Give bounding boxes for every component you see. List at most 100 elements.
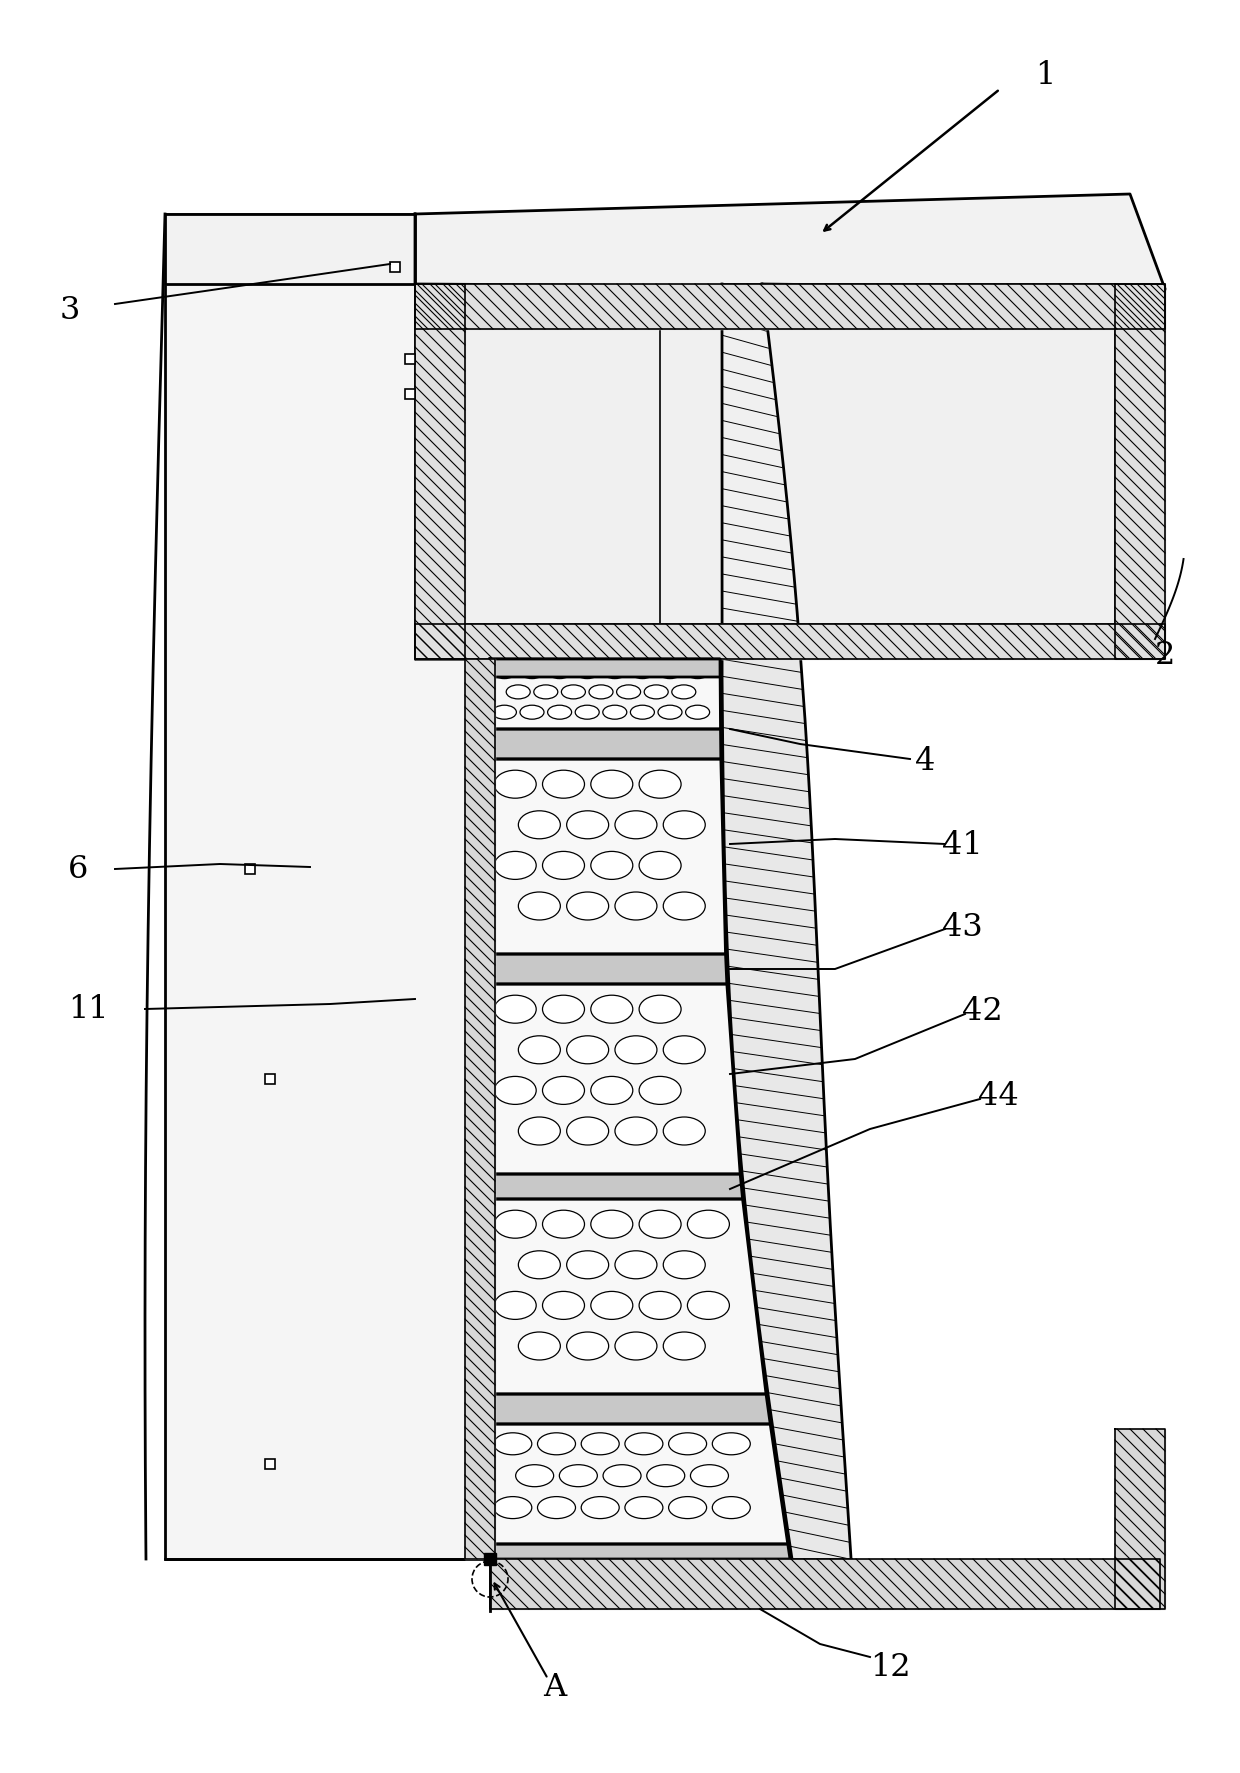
- Ellipse shape: [687, 1293, 729, 1319]
- Ellipse shape: [495, 996, 536, 1023]
- Ellipse shape: [615, 1117, 657, 1145]
- Ellipse shape: [575, 706, 599, 720]
- Polygon shape: [1115, 1429, 1166, 1610]
- Ellipse shape: [495, 771, 536, 800]
- Bar: [391, 262, 401, 273]
- Ellipse shape: [630, 665, 655, 679]
- Ellipse shape: [567, 1332, 609, 1360]
- Ellipse shape: [543, 1076, 584, 1105]
- Ellipse shape: [567, 812, 609, 839]
- Ellipse shape: [494, 1496, 532, 1519]
- Polygon shape: [415, 624, 1166, 660]
- Ellipse shape: [625, 1496, 663, 1519]
- Ellipse shape: [567, 1035, 609, 1064]
- Ellipse shape: [663, 812, 706, 839]
- Ellipse shape: [492, 665, 516, 679]
- Ellipse shape: [663, 1332, 706, 1360]
- Polygon shape: [490, 1544, 790, 1558]
- Ellipse shape: [537, 1433, 575, 1456]
- Ellipse shape: [543, 996, 584, 1023]
- Bar: [405, 390, 415, 399]
- Ellipse shape: [589, 686, 613, 700]
- Polygon shape: [165, 215, 490, 1558]
- Ellipse shape: [639, 851, 681, 879]
- Ellipse shape: [687, 1211, 729, 1239]
- Text: 2: 2: [1154, 638, 1176, 670]
- Polygon shape: [465, 660, 495, 1558]
- Ellipse shape: [582, 1433, 619, 1456]
- Ellipse shape: [494, 1433, 532, 1456]
- Ellipse shape: [590, 1211, 632, 1239]
- Polygon shape: [490, 954, 727, 984]
- Text: A: A: [543, 1672, 567, 1702]
- Polygon shape: [415, 195, 1166, 289]
- Ellipse shape: [562, 686, 585, 700]
- Ellipse shape: [516, 1464, 553, 1488]
- Ellipse shape: [567, 1252, 609, 1278]
- Ellipse shape: [518, 1117, 560, 1145]
- Ellipse shape: [518, 892, 560, 920]
- Ellipse shape: [559, 1464, 598, 1488]
- Polygon shape: [415, 285, 465, 660]
- Polygon shape: [490, 660, 720, 729]
- Ellipse shape: [548, 665, 572, 679]
- Polygon shape: [165, 215, 415, 285]
- Text: 42: 42: [962, 996, 1002, 1027]
- Ellipse shape: [712, 1433, 750, 1456]
- Text: 11: 11: [68, 995, 108, 1025]
- Ellipse shape: [639, 771, 681, 800]
- Ellipse shape: [590, 771, 632, 800]
- Polygon shape: [490, 759, 725, 954]
- Ellipse shape: [647, 1464, 684, 1488]
- Ellipse shape: [663, 892, 706, 920]
- Ellipse shape: [590, 851, 632, 879]
- Polygon shape: [490, 1558, 1159, 1610]
- Text: 6: 6: [68, 855, 88, 885]
- Ellipse shape: [603, 706, 626, 720]
- Ellipse shape: [686, 706, 709, 720]
- Ellipse shape: [663, 1035, 706, 1064]
- Text: 1: 1: [1035, 60, 1055, 90]
- Ellipse shape: [615, 1332, 657, 1360]
- Ellipse shape: [590, 1076, 632, 1105]
- Polygon shape: [1115, 285, 1166, 660]
- Ellipse shape: [615, 892, 657, 920]
- Ellipse shape: [495, 1076, 536, 1105]
- Ellipse shape: [543, 851, 584, 879]
- Text: 12: 12: [869, 1652, 910, 1683]
- Ellipse shape: [645, 686, 668, 700]
- Ellipse shape: [518, 1035, 560, 1064]
- Bar: [265, 1459, 275, 1470]
- Ellipse shape: [492, 706, 516, 720]
- Ellipse shape: [668, 1496, 707, 1519]
- Ellipse shape: [548, 706, 572, 720]
- Ellipse shape: [615, 1035, 657, 1064]
- Bar: [484, 1553, 496, 1566]
- Polygon shape: [490, 1199, 766, 1394]
- Ellipse shape: [615, 812, 657, 839]
- Ellipse shape: [543, 1211, 584, 1239]
- Polygon shape: [490, 660, 720, 677]
- Ellipse shape: [663, 1117, 706, 1145]
- Ellipse shape: [590, 1293, 632, 1319]
- Ellipse shape: [518, 812, 560, 839]
- Ellipse shape: [658, 665, 682, 679]
- Text: 4: 4: [915, 746, 935, 777]
- Ellipse shape: [686, 665, 709, 679]
- Ellipse shape: [575, 665, 599, 679]
- Text: 41: 41: [941, 830, 982, 860]
- Ellipse shape: [567, 1117, 609, 1145]
- Bar: [265, 1074, 275, 1085]
- Ellipse shape: [495, 1211, 536, 1239]
- Ellipse shape: [582, 1496, 619, 1519]
- Polygon shape: [490, 1424, 787, 1544]
- Ellipse shape: [520, 665, 544, 679]
- Bar: [405, 355, 415, 365]
- Ellipse shape: [615, 1252, 657, 1278]
- Ellipse shape: [639, 1211, 681, 1239]
- Polygon shape: [415, 285, 1166, 330]
- Ellipse shape: [518, 1252, 560, 1278]
- Ellipse shape: [603, 665, 626, 679]
- Text: 44: 44: [977, 1082, 1018, 1112]
- Bar: [246, 865, 255, 874]
